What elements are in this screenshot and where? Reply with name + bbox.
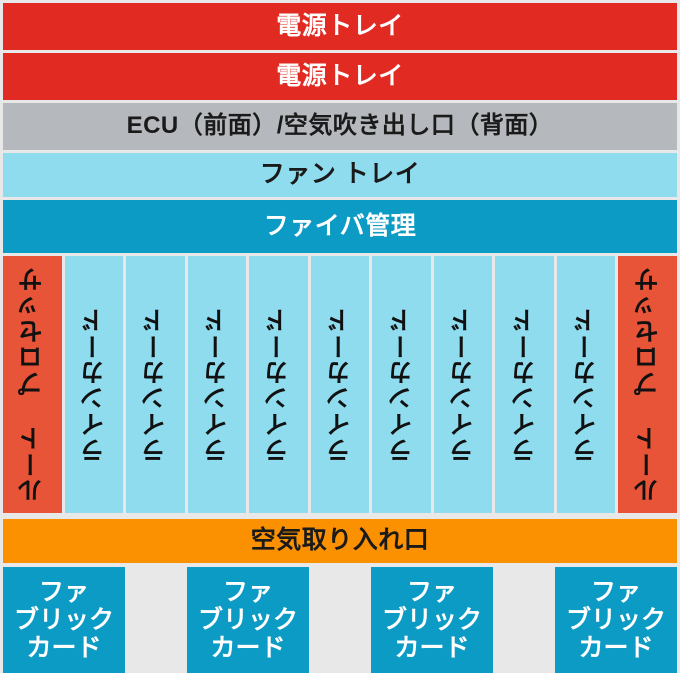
slot-line-card-7[interactable]: ラインカード — [433, 256, 493, 513]
fabric-card-label: ファ ブリック カード — [12, 578, 116, 662]
fabric-card-label-line-1: ファ — [590, 578, 641, 606]
fan-tray-band[interactable]: ファン トレイ — [3, 153, 677, 197]
fabric-card-row: ファ ブリック カード ファ ブリック カード ファ ブリック カード ファ — [3, 567, 677, 673]
fan-tray-label: ファン トレイ — [259, 160, 421, 189]
slot-line-card-1[interactable]: ラインカード — [64, 256, 124, 513]
ecu-label: ECU（前面）/空気吹き出し口（背面） — [126, 112, 554, 140]
fabric-card-label-line-3: カード — [26, 634, 102, 662]
slot-label: ラインカード — [449, 306, 478, 463]
fabric-card-label-line-2: ブリック — [197, 606, 298, 634]
slot-label: ラインカード — [572, 306, 601, 463]
power-tray-slot-2[interactable]: 電源トレイ — [3, 53, 677, 100]
slot-route-processor-right[interactable]: ルート プロセッサ — [618, 256, 678, 513]
slot-line-card-9[interactable]: ラインカード — [556, 256, 616, 513]
fabric-card-label-line-2: ブリック — [13, 606, 114, 634]
fabric-card-4[interactable]: ファ ブリック カード — [555, 567, 677, 673]
slot-label: ルート プロセッサ — [633, 266, 662, 503]
fabric-card-label-line-3: カード — [210, 634, 286, 662]
slot-label: ラインカード — [510, 306, 539, 463]
air-intake-label: 空気取り入れ口 — [250, 526, 430, 555]
fabric-slot-gap-1 — [125, 567, 187, 673]
fabric-card-label-line-1: ファ — [222, 578, 273, 606]
fabric-card-3[interactable]: ファ ブリック カード — [371, 567, 493, 673]
fabric-card-label-line-3: カード — [394, 634, 470, 662]
slot-label: ラインカード — [264, 306, 293, 463]
fabric-card-label: ファ ブリック カード — [196, 578, 300, 662]
slot-line-card-3[interactable]: ラインカード — [187, 256, 247, 513]
slot-line-card-4[interactable]: ラインカード — [249, 256, 308, 513]
slot-label: ラインカード — [326, 306, 354, 463]
slot-label: ラインカード — [387, 306, 416, 463]
power-tray-2-label: 電源トレイ — [276, 61, 404, 90]
ecu-air-exhaust-band[interactable]: ECU（前面）/空気吹き出し口（背面） — [3, 103, 677, 150]
slot-line-card-2[interactable]: ラインカード — [126, 256, 185, 513]
slot-label: ルート プロセッサ — [18, 266, 47, 503]
fabric-card-label: ファ ブリック カード — [564, 578, 668, 662]
fabric-card-label: ファ ブリック カード — [380, 578, 484, 662]
fiber-management-label: ファイバ管理 — [263, 211, 417, 240]
fiber-management-band[interactable]: ファイバ管理 — [3, 200, 677, 253]
fabric-card-1[interactable]: ファ ブリック カード — [3, 567, 125, 673]
fabric-slot-gap-3 — [493, 567, 555, 673]
fabric-card-label-line-1: ファ — [38, 578, 89, 606]
fabric-slot-gap-2 — [309, 567, 371, 673]
slot-line-card-8[interactable]: ラインカード — [495, 256, 554, 513]
slot-route-processor-left[interactable]: ルート プロセッサ — [3, 256, 62, 513]
fabric-card-label-line-3: カード — [578, 634, 654, 662]
slot-line-card-6[interactable]: ラインカード — [372, 256, 431, 513]
fabric-card-2[interactable]: ファ ブリック カード — [187, 567, 309, 673]
slot-label: ラインカード — [141, 306, 170, 463]
fabric-card-label-line-1: ファ — [406, 578, 457, 606]
power-tray-1-label: 電源トレイ — [276, 11, 404, 40]
air-intake-band[interactable]: 空気取り入れ口 — [3, 519, 677, 563]
slot-label: ラインカード — [202, 306, 231, 463]
fabric-card-label-line-2: ブリック — [565, 606, 666, 634]
fabric-card-label-line-2: ブリック — [381, 606, 482, 634]
slot-line-card-5[interactable]: ラインカード — [310, 256, 370, 513]
power-tray-slot-1[interactable]: 電源トレイ — [3, 3, 677, 50]
slot-label: ラインカード — [79, 306, 108, 463]
card-slot-row: ルート プロセッサ ラインカード ラインカード ラインカード ラインカード ライ… — [3, 256, 678, 513]
